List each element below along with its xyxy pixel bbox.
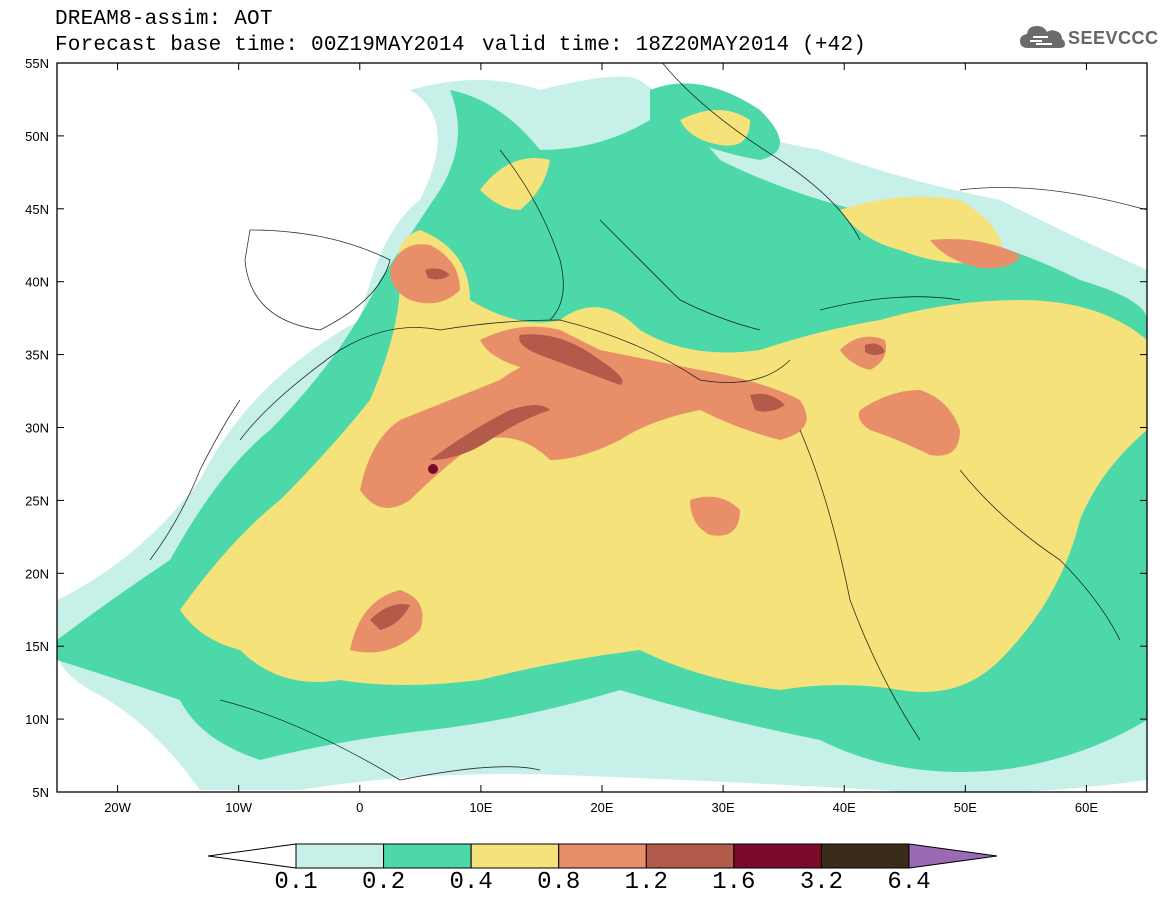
colorbar-segment — [645, 843, 735, 869]
aot-contours — [57, 63, 1147, 792]
colorbar-high-arrow — [908, 843, 998, 869]
lat-tick-label: 45N — [25, 202, 49, 217]
lat-tick-label: 15N — [25, 639, 49, 654]
lon-tick-label: 60E — [1075, 800, 1098, 815]
colorbar-level-label: 1.2 — [624, 869, 668, 896]
colorbar-segment — [383, 843, 472, 869]
seevccc-logo: SEEVCCC — [1018, 22, 1158, 56]
valid-time: valid time: 18Z20MAY2014 (+42) — [482, 34, 867, 57]
lat-tick-label: 30N — [25, 421, 49, 436]
lat-tick-label: 10N — [25, 712, 49, 727]
lon-tick-label: 50E — [954, 800, 977, 815]
lon-tick-label: 20W — [104, 800, 131, 815]
colorbar-level-label: 1.6 — [712, 869, 756, 896]
coastlines — [149, 63, 1147, 781]
colorbar-segment — [733, 843, 822, 869]
colorbar-low-arrow — [207, 843, 297, 869]
lat-tick-label: 50N — [25, 129, 49, 144]
lon-tick-label: 30E — [712, 800, 735, 815]
lon-tick-label: 10W — [225, 800, 252, 815]
longitude-ticks: 20W 10W 0 10E 20E 30E 40E 50E 60E — [104, 63, 1098, 815]
logo-text: SEEVCCC — [1068, 28, 1159, 48]
colorbar-level-label: 0.4 — [449, 869, 493, 896]
colorbar-level-label: 0.1 — [274, 869, 318, 896]
colorbar-level-label: 6.4 — [887, 869, 931, 896]
lat-tick-label: 20N — [25, 566, 49, 581]
lon-tick-label: 40E — [833, 800, 856, 815]
cloud-icon — [1020, 26, 1065, 48]
colorbar-segment — [820, 843, 910, 869]
colorbar-level-label: 0.8 — [537, 869, 581, 896]
lat-tick-label: 40N — [25, 275, 49, 290]
lat-tick-label: 35N — [25, 348, 49, 363]
lat-tick-label: 5N — [32, 785, 49, 800]
lon-tick-label: 10E — [469, 800, 492, 815]
colorbar-segment — [295, 843, 385, 869]
chart-title: DREAM8-assim: AOT — [55, 8, 273, 31]
colorbar-segment — [558, 843, 647, 869]
lon-tick-label: 0 — [356, 800, 363, 815]
forecast-base-time: Forecast base time: 00Z19MAY2014 — [55, 34, 465, 57]
colorbar — [207, 843, 998, 869]
latitude-ticks: 55N 50N 45N 40N 35N 30N 25N 20N 15N 10N 5N — [25, 56, 1147, 800]
colorbar-level-label: 3.2 — [799, 869, 844, 896]
lat-tick-label: 55N — [25, 56, 49, 71]
lat-tick-label: 25N — [25, 493, 49, 508]
lon-tick-label: 20E — [590, 800, 613, 815]
colorbar-level-label: 0.2 — [361, 869, 406, 896]
colorbar-segment — [470, 843, 560, 869]
